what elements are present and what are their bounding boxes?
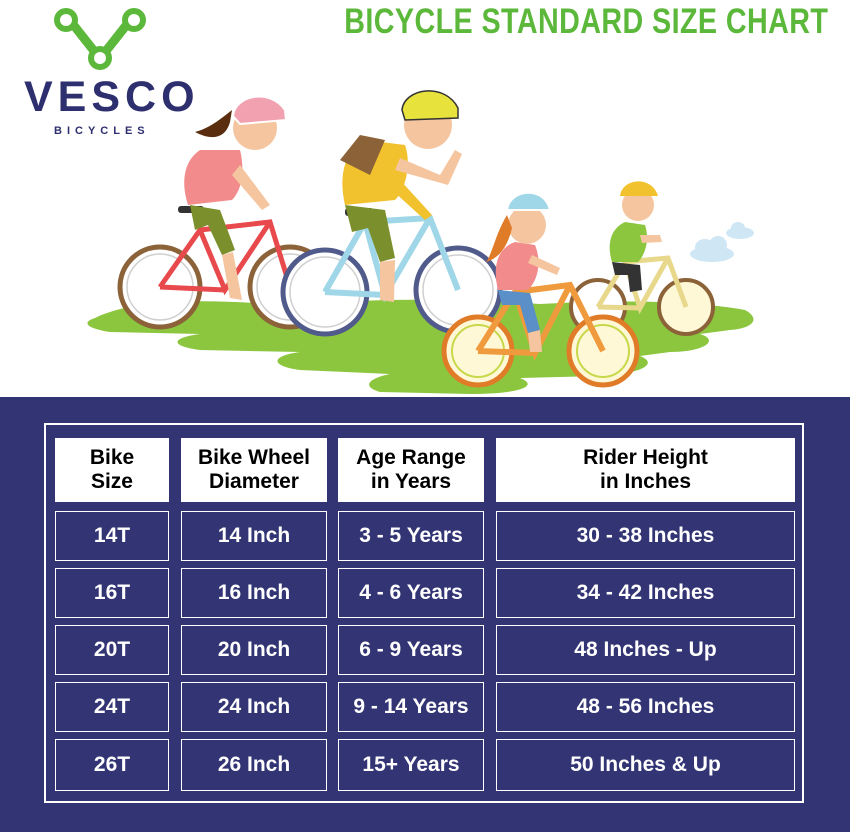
header-line: Age Range (356, 446, 466, 469)
table-cell-height: 30 - 38 Inches (496, 511, 795, 561)
brand-tagline: BICYCLES (54, 125, 150, 137)
father-cyclist-icon (280, 90, 503, 337)
table-cell-height: 48 - 56 Inches (496, 682, 795, 732)
table-cell-wheel: 16 Inch (181, 568, 327, 618)
header-line: Diameter (209, 470, 299, 493)
family-cycling-illustration (87, 90, 754, 394)
header-age-range: Age Range in Years (338, 438, 484, 502)
table-cell-wheel: 24 Inch (181, 682, 327, 732)
header-bike-size: Bike Size (55, 438, 169, 502)
brand-logo: VESCO BICYCLES (20, 4, 195, 144)
hero-section: VESCO BICYCLES BICYCLE STANDARD SIZE CHA… (0, 0, 850, 397)
girl-cyclist-icon (441, 191, 640, 388)
brand-name: VESCO (24, 73, 200, 121)
header-line: in Years (370, 470, 452, 493)
header-line: Bike Wheel (197, 446, 311, 469)
table-cell-wheel: 20 Inch (181, 625, 327, 675)
table-cell-height: 50 Inches & Up (496, 739, 795, 791)
header-rider-height: Rider Height in Inches (496, 438, 795, 502)
table-cell-size: 26T (55, 739, 169, 791)
table-cell-age: 9 - 14 Years (338, 682, 484, 732)
size-chart-panel: Bike Size Bike Wheel Diameter Age Range in … (0, 397, 850, 832)
table-cell-height: 48 Inches - Up (496, 625, 795, 675)
table-cell-age: 3 - 5 Years (338, 511, 484, 561)
table-cell-size: 14T (55, 511, 169, 561)
table-cell-wheel: 26 Inch (181, 739, 327, 791)
table-cell-size: 24T (55, 682, 169, 732)
table-cell-wheel: 14 Inch (181, 511, 327, 561)
cloud-icon (690, 222, 754, 262)
header-line: Bike (89, 446, 135, 469)
header-line: in Inches (599, 470, 692, 493)
table-cell-size: 20T (55, 625, 169, 675)
header-line: Size (90, 470, 133, 493)
table-cell-age: 6 - 9 Years (338, 625, 484, 675)
table-cell-age: 4 - 6 Years (338, 568, 484, 618)
header-wheel-diameter: Bike Wheel Diameter (181, 438, 327, 502)
chain-link-icon (54, 8, 146, 70)
table-cell-height: 34 - 42 Inches (496, 568, 795, 618)
table-cell-size: 16T (55, 568, 169, 618)
header-line: Rider Height (583, 446, 708, 469)
size-chart-frame (44, 423, 804, 803)
table-cell-age: 15+ Years (338, 739, 484, 791)
page-title: BICYCLE STANDARD SIZE CHART (343, 2, 828, 41)
